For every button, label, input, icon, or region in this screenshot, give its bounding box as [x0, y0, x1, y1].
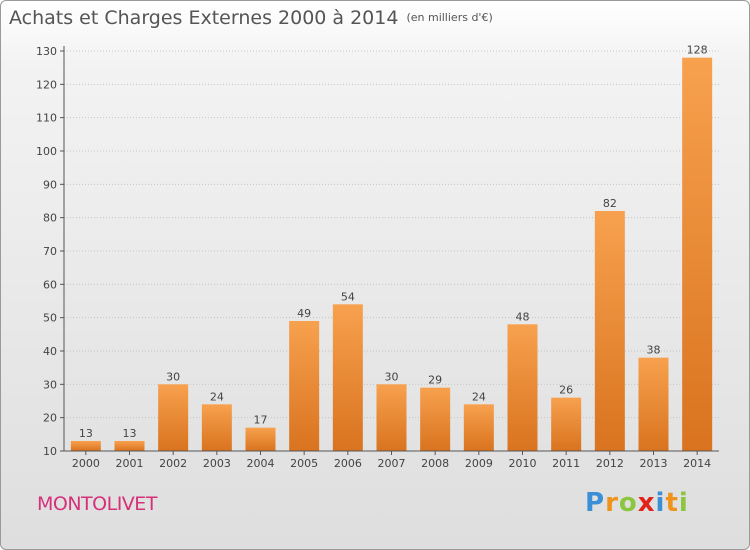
x-tick-label: 2005	[290, 457, 318, 470]
y-tick-label: 70	[43, 245, 57, 258]
data-label: 82	[603, 197, 617, 210]
bar	[682, 57, 713, 452]
x-tick-label: 2004	[247, 457, 275, 470]
data-label: 128	[687, 44, 708, 57]
logo-letter: o	[618, 488, 638, 518]
y-tick-label: 50	[43, 312, 57, 325]
bar	[289, 321, 320, 451]
x-tick-label: 2012	[596, 457, 624, 470]
bar	[638, 357, 669, 451]
logo-letter: i	[678, 488, 689, 518]
data-label: 29	[428, 374, 442, 387]
data-label: 26	[559, 384, 573, 397]
x-tick-label: 2002	[159, 457, 187, 470]
y-tick-label: 120	[36, 78, 57, 91]
data-label: 24	[210, 390, 224, 403]
bar	[70, 441, 101, 451]
data-label: 38	[647, 344, 661, 357]
bar	[507, 324, 538, 451]
data-label: 13	[79, 427, 93, 440]
location-name: MONTOLIVET	[37, 493, 157, 515]
logo-letter: r	[605, 488, 619, 518]
bar	[201, 404, 232, 451]
y-tick-label: 30	[43, 378, 57, 391]
chart-title-text: Achats et Charges Externes 2000 à 2014	[9, 7, 399, 29]
logo-letter: t	[665, 488, 679, 518]
x-tick-label: 2007	[378, 457, 406, 470]
data-label: 30	[166, 370, 180, 383]
logo-letter: i	[655, 488, 666, 518]
x-tick-label: 2001	[116, 457, 144, 470]
logo-letter: x	[637, 488, 656, 518]
bar	[158, 384, 189, 451]
y-tick-label: 90	[43, 178, 57, 191]
data-labels: 13 13 30 24 17 49 54 30 29 24 48 26 82 38 128	[79, 44, 708, 440]
logo-letter: P	[585, 488, 606, 518]
x-tick-label: 2010	[509, 457, 537, 470]
data-label: 49	[297, 307, 311, 320]
data-label: 30	[385, 370, 399, 383]
bar	[245, 427, 276, 451]
y-tick-label: 10	[43, 445, 57, 458]
data-label: 17	[254, 414, 268, 427]
data-label: 54	[341, 290, 355, 303]
axes: 10 20 30 40 50 60 70 80 90 100 110 120 130 2000 2001 20…	[36, 45, 719, 470]
data-label: 13	[123, 427, 137, 440]
chart-title: Achats et Charges Externes 2000 à 2014 (e…	[9, 7, 493, 29]
x-tick-label: 2006	[334, 457, 362, 470]
y-tick-label: 40	[43, 345, 57, 358]
x-tick-label: 2008	[421, 457, 449, 470]
x-tick-label: 2013	[640, 457, 668, 470]
bar	[594, 211, 625, 451]
bars	[70, 57, 713, 452]
bar	[551, 397, 582, 451]
chart-subtitle: (en milliers d'€)	[406, 11, 493, 24]
y-tick-label: 60	[43, 278, 57, 291]
x-tick-label: 2014	[683, 457, 711, 470]
bar	[376, 384, 407, 451]
y-tick-label: 80	[43, 212, 57, 225]
bar	[114, 441, 145, 451]
y-tick-label: 130	[36, 45, 57, 58]
y-tick-label: 110	[36, 112, 57, 125]
y-tick-label: 20	[43, 412, 57, 425]
bar	[332, 304, 363, 451]
data-label: 24	[472, 390, 486, 403]
proxiti-logo[interactable]: Proxiti	[585, 488, 689, 518]
bar	[420, 387, 451, 451]
y-tick-label: 100	[36, 145, 57, 158]
data-label: 48	[516, 310, 530, 323]
x-tick-label: 2009	[465, 457, 493, 470]
x-tick-label: 2011	[552, 457, 580, 470]
x-tick-label: 2003	[203, 457, 231, 470]
bar	[463, 404, 494, 451]
x-tick-label: 2000	[72, 457, 100, 470]
